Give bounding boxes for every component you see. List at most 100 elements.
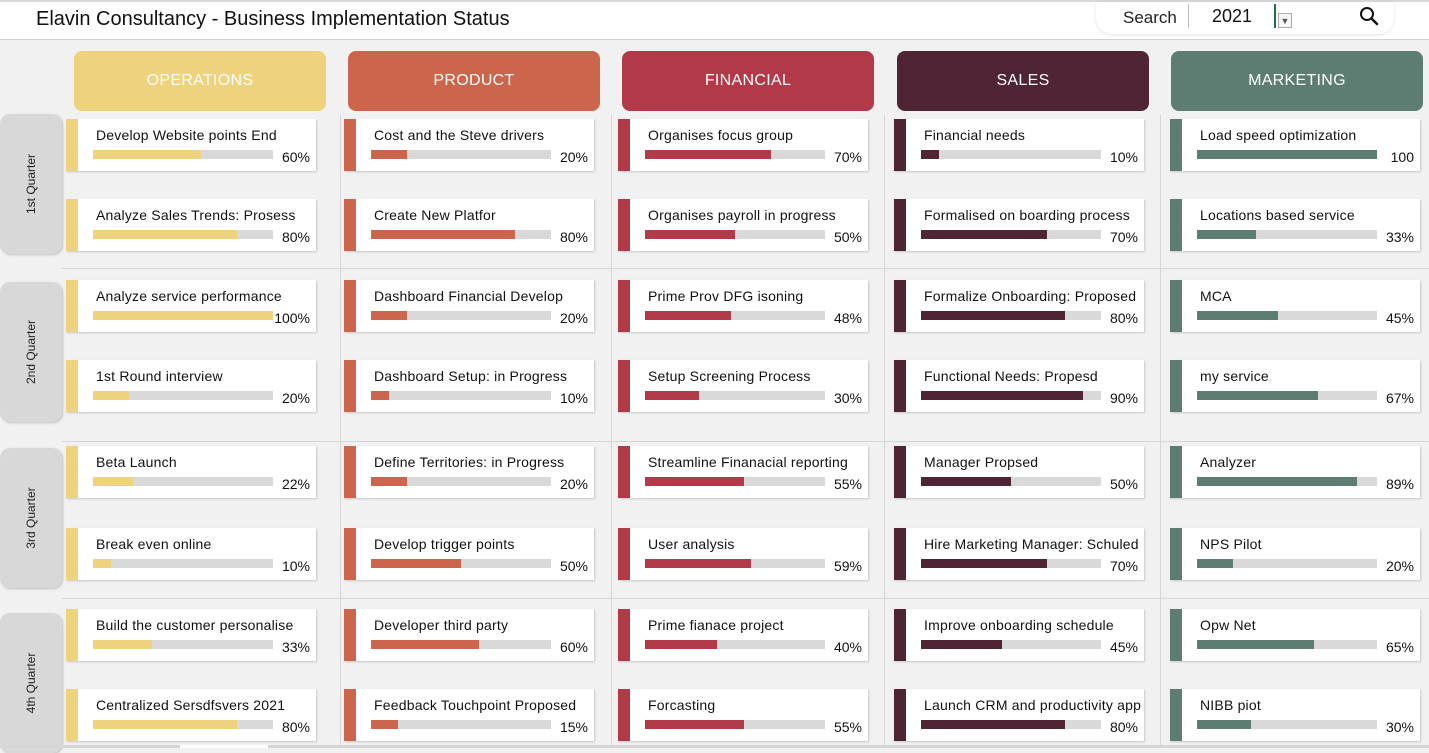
task-card[interactable]: Locations based service 33% [1170, 199, 1420, 251]
task-card[interactable]: Cost and the Steve drivers 20% [344, 119, 594, 171]
progress-track [645, 640, 825, 649]
progress-fill [371, 640, 479, 649]
header-financial[interactable]: FINANCIAL [622, 51, 874, 111]
task-name: Cost and the Steve drivers [374, 127, 545, 143]
progress-percent: 33% [1385, 229, 1414, 245]
task-name: Functional Needs: Propesd [924, 368, 1098, 384]
task-card[interactable]: Feedback Touchpoint Proposed 15% [344, 689, 594, 741]
task-card[interactable]: Improve onboarding schedule 45% [894, 609, 1144, 661]
card-accent [66, 199, 78, 251]
progress-percent: 33% [281, 639, 310, 655]
header-operations[interactable]: OPERATIONS [74, 51, 326, 111]
task-name: Forcasting [648, 697, 716, 713]
task-name: my service [1200, 368, 1269, 384]
task-card[interactable]: Organises focus group 70% [618, 119, 868, 171]
task-card[interactable]: my service 67% [1170, 360, 1420, 412]
progress-percent: 15% [559, 719, 588, 735]
task-card[interactable]: Developer third party 60% [344, 609, 594, 661]
divider [1188, 4, 1189, 28]
progress-track [645, 230, 825, 239]
row-divider [62, 598, 1429, 599]
task-name: Create New Platfor [374, 207, 496, 223]
task-card[interactable]: Functional Needs: Propesd 90% [894, 360, 1144, 412]
sheet-tab-active[interactable] [180, 745, 268, 748]
card-accent [894, 528, 906, 580]
task-card[interactable]: User analysis 59% [618, 528, 868, 580]
task-card[interactable]: Centralized Sersdfsvers 2021 80% [66, 689, 316, 741]
progress-track [921, 559, 1101, 568]
progress-track [921, 230, 1101, 239]
task-card[interactable]: Setup Screening Process 30% [618, 360, 868, 412]
task-card[interactable]: Manager Propsed 50% [894, 446, 1144, 498]
task-card[interactable]: Build the customer personalise 33% [66, 609, 316, 661]
progress-track [921, 640, 1101, 649]
progress-fill [1197, 150, 1377, 159]
quarter-tab[interactable]: 1st Quarter [0, 114, 62, 254]
task-card[interactable]: Develop trigger points 50% [344, 528, 594, 580]
task-card[interactable]: 1st Round interview 20% [66, 360, 316, 412]
progress-track [93, 720, 273, 729]
task-card[interactable]: Prime fianace project 40% [618, 609, 868, 661]
quarter-tab[interactable]: 3rd Quarter [0, 448, 62, 588]
year-input[interactable] [1190, 4, 1274, 28]
task-name: Setup Screening Process [648, 368, 811, 384]
progress-track [921, 311, 1101, 320]
task-card[interactable]: Dashboard Setup: in Progress 10% [344, 360, 594, 412]
task-card[interactable]: Hire Marketing Manager: Schuled 70% [894, 528, 1144, 580]
card-accent [618, 609, 630, 661]
card-accent [894, 689, 906, 741]
task-card[interactable]: Analyzer 89% [1170, 446, 1420, 498]
task-card[interactable]: Prime Prov DFG isoning 48% [618, 280, 868, 332]
task-card[interactable]: Analyze Sales Trends: Prosess 80% [66, 199, 316, 251]
task-card[interactable]: Load speed optimization 100 [1170, 119, 1420, 171]
progress-percent: 20% [559, 310, 588, 326]
progress-track [1197, 720, 1377, 729]
header-product[interactable]: PRODUCT [348, 51, 600, 111]
task-card[interactable]: Organises payroll in progress 50% [618, 199, 868, 251]
magnifier-icon[interactable] [1358, 5, 1380, 27]
progress-percent: 70% [1109, 558, 1138, 574]
quarter-tab[interactable]: 2nd Quarter [0, 282, 62, 422]
task-card[interactable]: Beta Launch 22% [66, 446, 316, 498]
progress-percent: 80% [281, 229, 310, 245]
quarter-tab[interactable]: 4th Quarter [0, 613, 62, 753]
task-card[interactable]: Opw Net 65% [1170, 609, 1420, 661]
task-card[interactable]: Create New Platfor 80% [344, 199, 594, 251]
task-card[interactable]: Streamline Finanacial reporting 55% [618, 446, 868, 498]
card-accent [1170, 446, 1182, 498]
progress-track [93, 559, 273, 568]
task-card[interactable]: Launch CRM and productivity app 80% [894, 689, 1144, 741]
task-name: Formalised on boarding process [924, 207, 1130, 223]
progress-track [371, 150, 551, 159]
progress-track [93, 640, 273, 649]
task-card[interactable]: Dashboard Financial Develop 20% [344, 280, 594, 332]
task-name: Launch CRM and productivity app [924, 697, 1142, 713]
task-card[interactable]: NIBB piot 30% [1170, 689, 1420, 741]
card-accent [618, 446, 630, 498]
task-card[interactable]: NPS Pilot 20% [1170, 528, 1420, 580]
task-name: Developer third party [374, 617, 509, 633]
task-name: Develop trigger points [374, 536, 515, 552]
chevron-down-icon[interactable]: ▼ [1278, 13, 1292, 28]
task-card[interactable]: Formalised on boarding process 70% [894, 199, 1144, 251]
task-card[interactable]: Forcasting 55% [618, 689, 868, 741]
progress-fill [1197, 477, 1358, 486]
task-name: Formalize Onboarding: Proposed [924, 288, 1137, 304]
progress-percent: 30% [1385, 719, 1414, 735]
progress-fill [1197, 311, 1278, 320]
task-card[interactable]: Define Territories: in Progress 20% [344, 446, 594, 498]
header-sales[interactable]: SALES [897, 51, 1149, 111]
header-marketing[interactable]: MARKETING [1171, 51, 1423, 111]
task-card[interactable]: Break even online 10% [66, 528, 316, 580]
progress-fill [371, 477, 407, 486]
progress-track [645, 391, 825, 400]
task-card[interactable]: MCA 45% [1170, 280, 1420, 332]
progress-percent: 50% [559, 558, 588, 574]
task-card[interactable]: Develop Website points End 60% [66, 119, 316, 171]
task-card[interactable]: Analyze service performance 100% [66, 280, 316, 332]
progress-fill [371, 311, 407, 320]
task-card[interactable]: Formalize Onboarding: Proposed 80% [894, 280, 1144, 332]
search-box: Search ▼ [1096, 2, 1394, 34]
card-accent [1170, 609, 1182, 661]
task-card[interactable]: Financial needs 10% [894, 119, 1144, 171]
